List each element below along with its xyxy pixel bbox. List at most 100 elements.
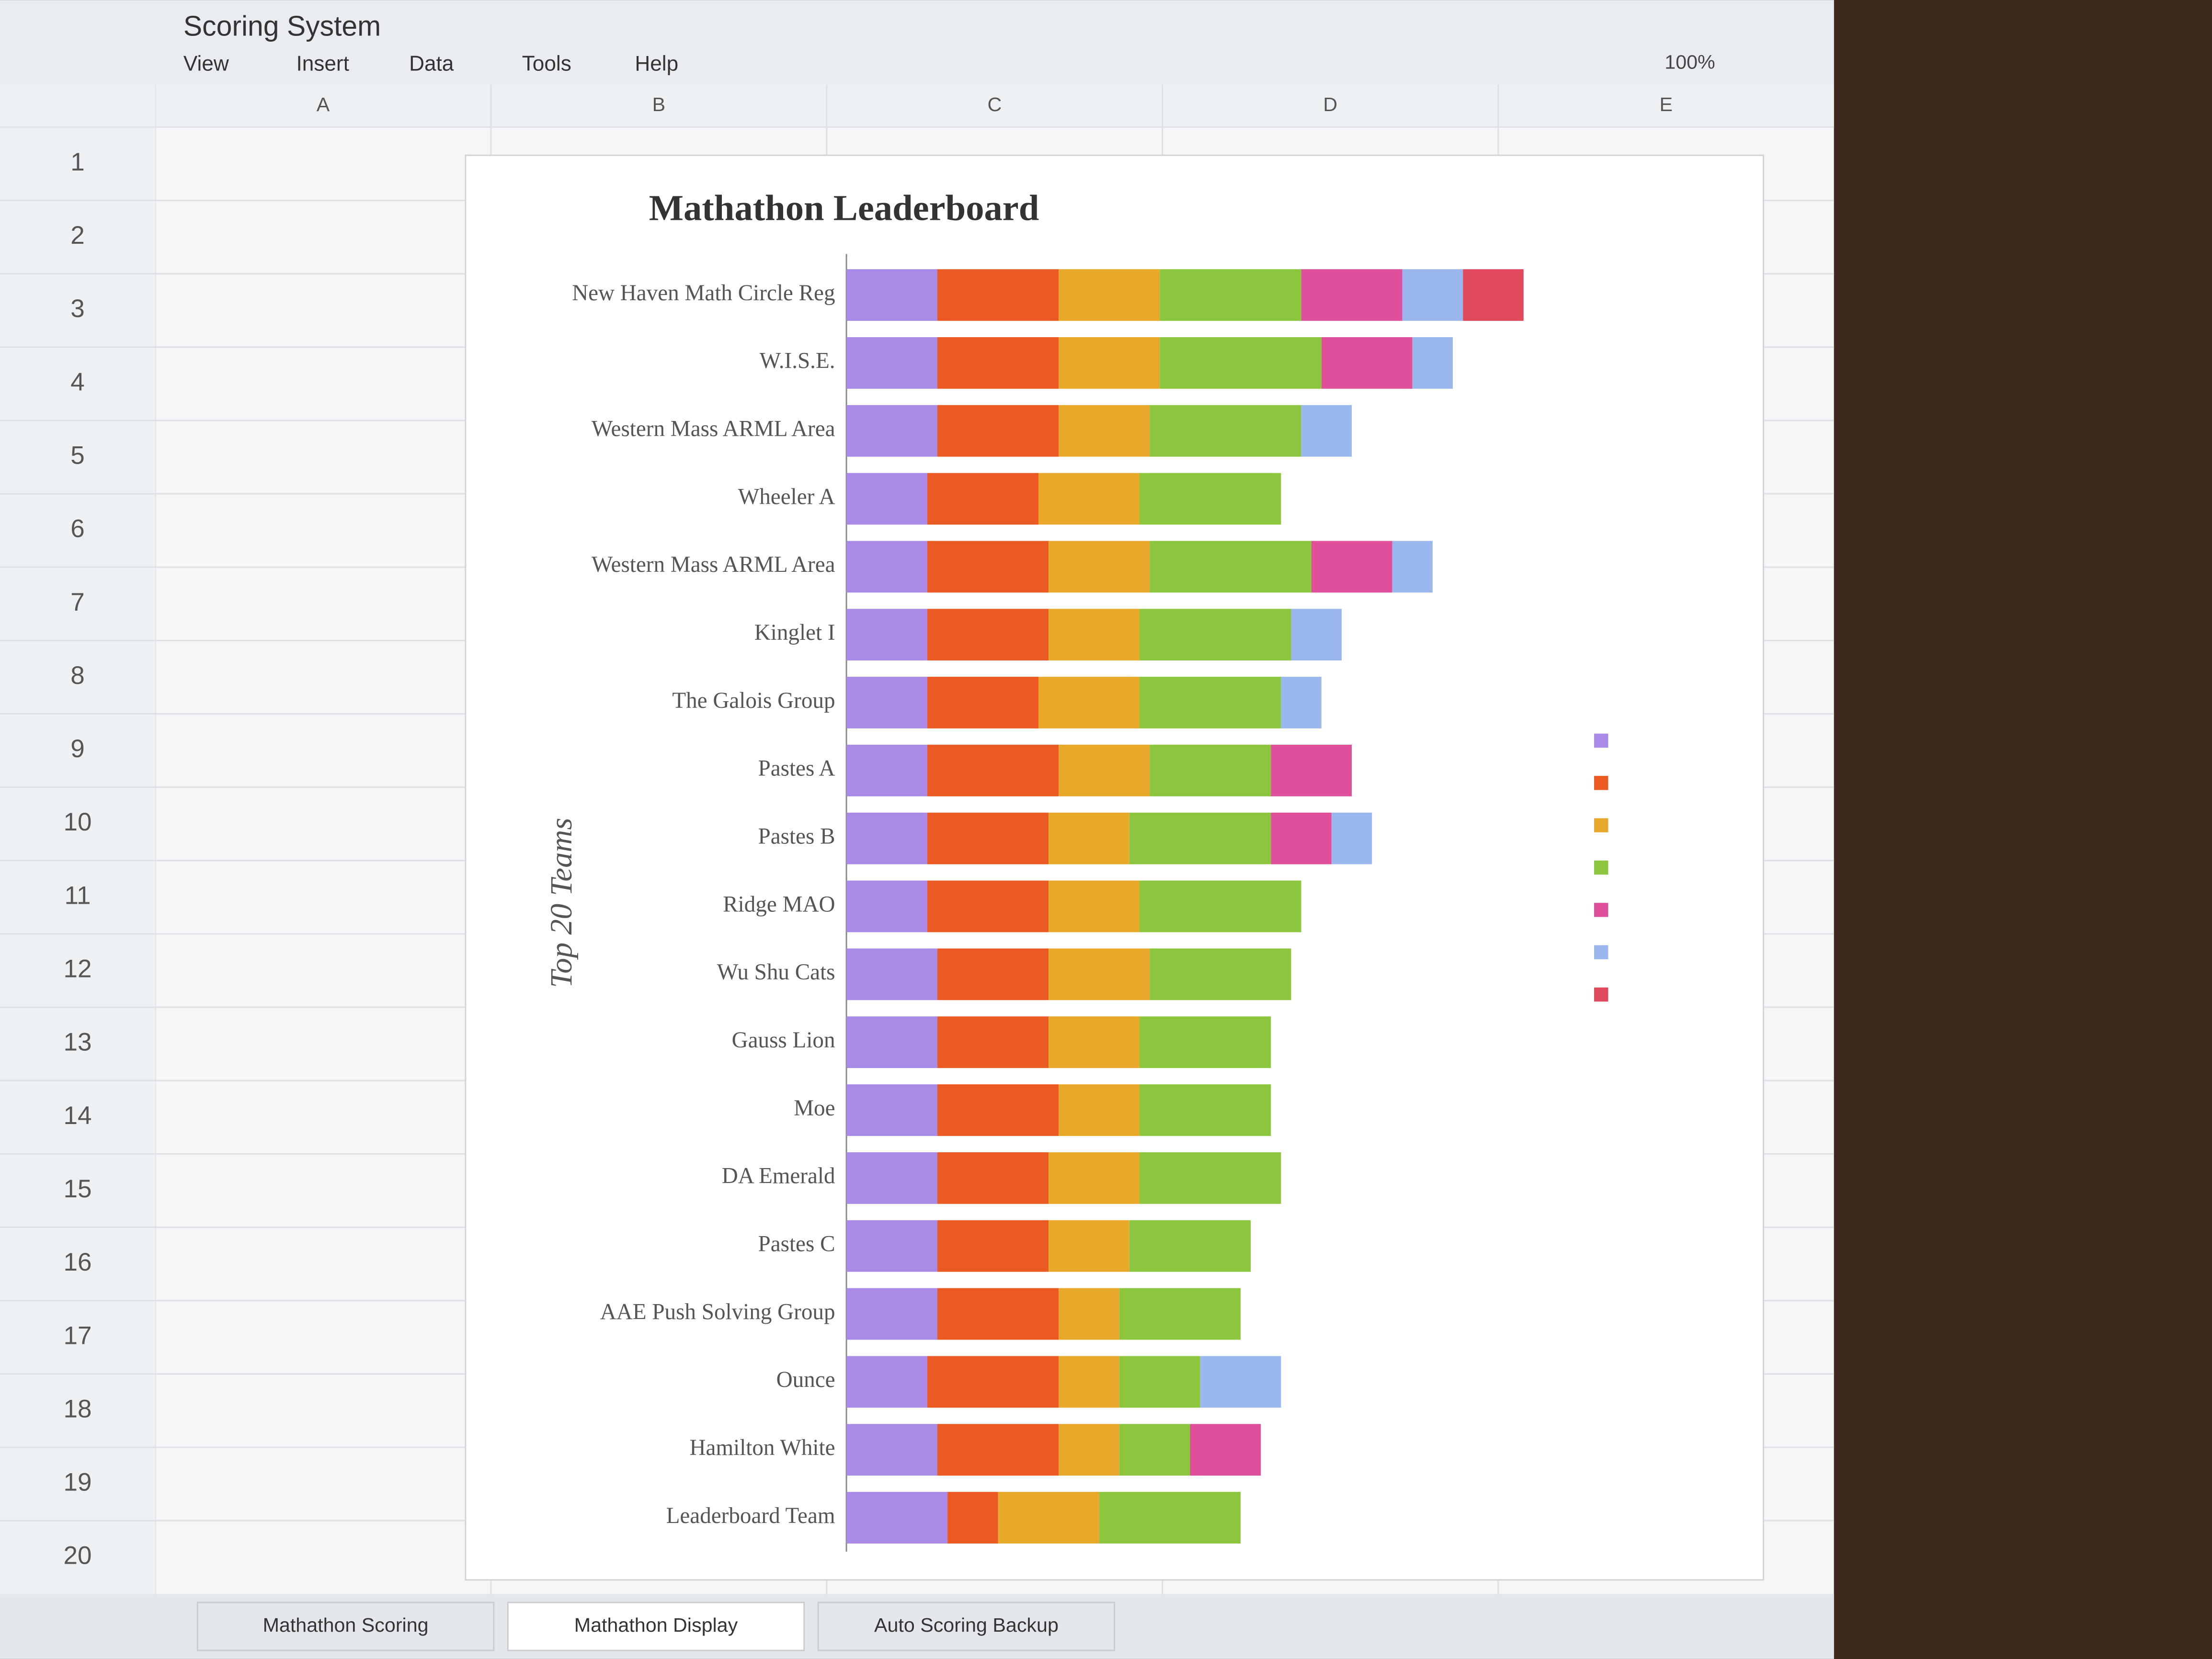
bar-segment bbox=[846, 1152, 937, 1204]
column-header[interactable]: C bbox=[987, 93, 1002, 115]
row-number[interactable]: 4 bbox=[70, 368, 84, 396]
category-label: Pastes A bbox=[758, 756, 835, 781]
row-number[interactable]: 20 bbox=[64, 1542, 92, 1570]
category-label: W.I.S.E. bbox=[760, 349, 835, 374]
row-number[interactable]: 10 bbox=[64, 808, 92, 836]
bar-segment bbox=[947, 1492, 998, 1544]
bar-segment bbox=[846, 541, 927, 593]
bar-segment bbox=[1049, 948, 1150, 1000]
category-label: Wheeler A bbox=[738, 484, 835, 509]
bar-segment bbox=[1311, 541, 1392, 593]
bar-segment bbox=[1129, 812, 1271, 864]
bar-segment bbox=[1139, 609, 1291, 661]
y-axis-title: Top 20 Teams bbox=[544, 818, 579, 988]
bar-segment bbox=[937, 1016, 1049, 1068]
legend-swatch bbox=[1594, 945, 1608, 959]
sheet-tab[interactable] bbox=[817, 1602, 1116, 1651]
column-header[interactable]: A bbox=[317, 93, 330, 115]
sheet-tab[interactable] bbox=[507, 1602, 805, 1651]
bar-segment bbox=[1331, 812, 1372, 864]
category-label: Moe bbox=[794, 1096, 835, 1121]
category-label: Pastes C bbox=[758, 1231, 835, 1256]
row-number[interactable]: 7 bbox=[70, 588, 84, 616]
bar-segment bbox=[927, 677, 1038, 728]
row-number[interactable]: 8 bbox=[70, 661, 84, 690]
legend-swatch bbox=[1594, 733, 1608, 748]
category-label: Western Mass ARML Area bbox=[592, 552, 835, 577]
sheet-tab-label[interactable]: Mathathon Scoring bbox=[263, 1614, 429, 1636]
bar-segment bbox=[1139, 677, 1281, 728]
bar-segment bbox=[998, 1492, 1099, 1544]
bar-segment bbox=[1291, 609, 1342, 661]
bar-segment bbox=[1129, 1220, 1251, 1272]
bar-segment bbox=[1049, 541, 1150, 593]
bar-segment bbox=[927, 880, 1049, 932]
bar-segment bbox=[927, 541, 1049, 593]
bar-segment bbox=[846, 1084, 937, 1136]
bar-segment bbox=[937, 405, 1059, 457]
category-label: AAE Push Solving Group bbox=[600, 1299, 835, 1324]
bar-segment bbox=[1049, 880, 1140, 932]
bar-segment bbox=[937, 948, 1049, 1000]
row-number[interactable]: 18 bbox=[64, 1395, 92, 1423]
menu-item[interactable]: Data bbox=[409, 52, 454, 75]
bar-segment bbox=[1049, 1016, 1140, 1068]
row-number[interactable]: 16 bbox=[64, 1248, 92, 1276]
chart-title: Mathathon Leaderboard bbox=[649, 188, 1039, 228]
row-number[interactable]: 14 bbox=[64, 1102, 92, 1130]
column-header[interactable]: D bbox=[1323, 93, 1337, 115]
row-number[interactable]: 19 bbox=[64, 1468, 92, 1497]
row-number[interactable]: 3 bbox=[70, 295, 84, 323]
bar-segment bbox=[846, 1356, 927, 1408]
menu-item[interactable]: View bbox=[183, 52, 229, 75]
bar-segment bbox=[1119, 1356, 1200, 1408]
legend-swatch bbox=[1594, 776, 1608, 790]
bar-segment bbox=[1200, 1356, 1281, 1408]
row-number[interactable]: 9 bbox=[70, 735, 84, 763]
menu-item[interactable]: Tools bbox=[522, 52, 571, 75]
bar-segment bbox=[937, 1220, 1049, 1272]
doc-title: Scoring System bbox=[183, 11, 381, 42]
sheet-tab-label[interactable]: Auto Scoring Backup bbox=[874, 1614, 1059, 1636]
row-number[interactable]: 11 bbox=[64, 881, 91, 909]
bar-segment bbox=[1139, 880, 1301, 932]
sheet-tab-label[interactable]: Mathathon Display bbox=[574, 1614, 738, 1636]
row-number[interactable]: 2 bbox=[70, 221, 84, 250]
row-number[interactable]: 1 bbox=[70, 148, 84, 176]
row-number[interactable]: 15 bbox=[64, 1175, 92, 1203]
bar-segment bbox=[1059, 1424, 1119, 1476]
category-label: Kinglet I bbox=[754, 620, 835, 645]
bar-segment bbox=[1049, 812, 1129, 864]
bar-segment bbox=[846, 812, 927, 864]
bar-segment bbox=[937, 1152, 1049, 1204]
bar-segment bbox=[846, 1288, 937, 1340]
zoom[interactable]: 100% bbox=[1665, 51, 1715, 73]
category-label: DA Emerald bbox=[722, 1164, 835, 1189]
category-label: Ridge MAO bbox=[723, 892, 835, 917]
column-header[interactable]: B bbox=[652, 93, 666, 115]
column-header-bar bbox=[0, 84, 1834, 127]
category-label: Leaderboard Team bbox=[666, 1503, 835, 1528]
bar-segment bbox=[927, 812, 1049, 864]
sheet-tab[interactable] bbox=[196, 1602, 495, 1651]
bar-segment bbox=[937, 337, 1059, 389]
menu-item[interactable]: Help bbox=[635, 52, 678, 75]
row-number[interactable]: 12 bbox=[64, 955, 92, 983]
bar-segment bbox=[1392, 541, 1433, 593]
bar-segment bbox=[1038, 473, 1140, 525]
bar-segment bbox=[1412, 337, 1453, 389]
column-header[interactable]: E bbox=[1659, 93, 1673, 115]
row-number[interactable]: 5 bbox=[70, 441, 84, 469]
row-number[interactable]: 17 bbox=[64, 1321, 92, 1350]
row-number[interactable]: 13 bbox=[64, 1028, 92, 1057]
legend-swatch bbox=[1594, 903, 1608, 917]
bar-segment bbox=[1049, 1220, 1129, 1272]
legend-swatch bbox=[1594, 818, 1608, 832]
row-number[interactable]: 6 bbox=[70, 515, 84, 543]
bar-segment bbox=[937, 1424, 1059, 1476]
category-label: The Galois Group bbox=[672, 688, 835, 713]
menu-item[interactable]: Insert bbox=[296, 52, 349, 75]
bar-segment bbox=[846, 1220, 937, 1272]
bar-segment bbox=[1150, 405, 1301, 457]
